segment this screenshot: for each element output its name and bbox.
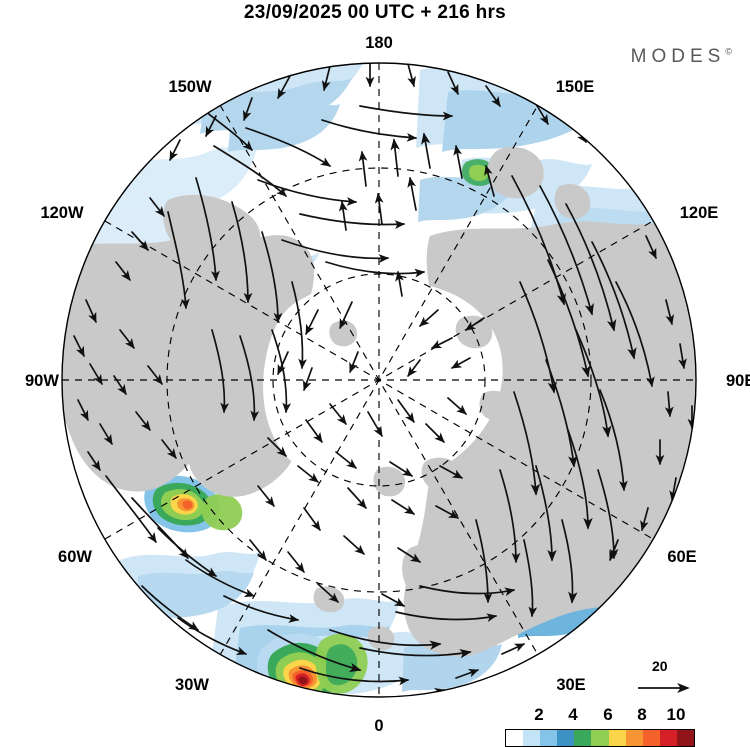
colorbar-tick-6: 6 [603,705,613,724]
meridian-30W-150E [219,104,539,656]
logo-text: MODES [630,46,726,67]
page-title: 23/09/2025 00 UTC + 216 hrs [243,2,507,23]
label-lon-30W: 30W [175,676,209,694]
label-lon-0: 0 [374,717,383,735]
colorbar-tick-4: 4 [568,705,578,724]
colorbar-swatch-7 [625,730,643,746]
label-lon-120W: 120W [40,204,84,222]
label-lon-30E: 30E [556,676,585,694]
colorbar-tick-2: 2 [534,705,544,724]
colorbar-tick-8: 8 [637,705,647,724]
colorbar-labels: 2 4 6 8 10 [505,705,693,727]
colorbar [505,729,695,747]
map-content [62,63,696,697]
colorbar-swatch-2 [540,730,558,746]
wind-vectors [73,63,696,697]
label-lon-150E: 150E [556,78,595,96]
colorbar-swatch-5 [591,730,609,746]
colorbar-swatch-4 [574,730,592,746]
copyright-icon: © [725,46,732,57]
colorbar-swatch-10 [676,730,695,746]
label-lon-150W: 150W [168,78,212,96]
label-lon-60E: 60E [667,548,696,566]
colorbar-swatch-8 [642,730,660,746]
map-border [61,62,697,698]
colorbar-swatch-1 [523,730,541,746]
label-lon-180: 180 [365,34,393,52]
wind-scale-value: 20 [652,658,668,674]
label-lon-120E: 120E [680,204,719,222]
colorbar-swatch-3 [557,730,575,746]
label-lon-60W: 60W [58,548,92,566]
wind-scale-legend: 20 [636,658,716,700]
graticule-labels: 180 150W 120W 90W 60W 30W 0 30E 60E 90E … [25,34,750,735]
modes-logo: MODES© [631,46,732,68]
colorbar-swatch-6 [608,730,626,746]
colorbar-swatch-0 [506,730,524,746]
precip-hotspot-60w [144,475,243,533]
colorbar-tick-10: 10 [666,705,686,724]
label-lon-90W: 90W [25,372,59,390]
colorbar-swatch-9 [659,730,677,746]
label-lon-90E: 90E [726,372,750,390]
graticule [62,63,696,697]
wind-scale-arrow-icon [638,682,690,694]
